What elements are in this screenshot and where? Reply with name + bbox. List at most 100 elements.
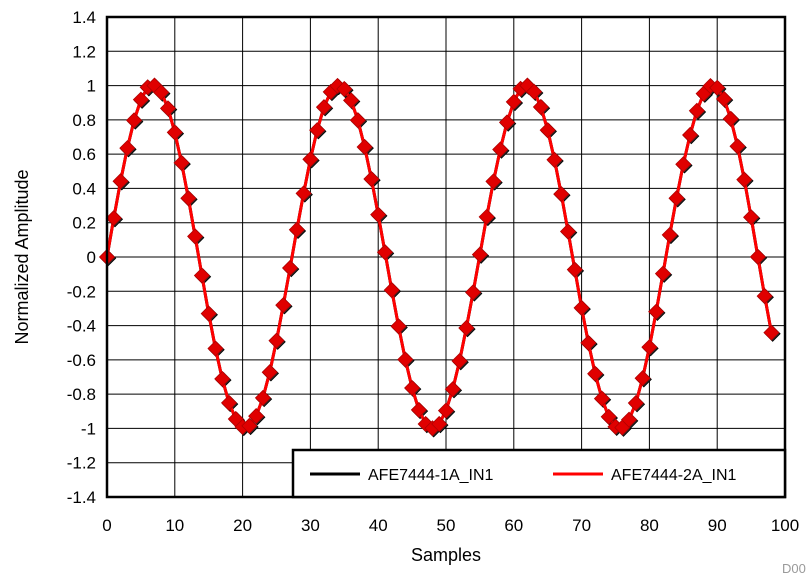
x-tick-label: 70 <box>572 516 591 535</box>
data-point <box>268 332 285 349</box>
data-point <box>498 114 516 131</box>
data-point <box>363 170 380 188</box>
x-tick-label: 60 <box>504 516 523 535</box>
data-point <box>207 340 224 357</box>
y-tick-label: -0.2 <box>67 282 96 301</box>
data-point <box>756 288 773 305</box>
y-tick-label: 0 <box>87 248 96 267</box>
data-point <box>471 246 488 263</box>
data-point <box>715 90 733 108</box>
data-point <box>668 190 685 207</box>
data-point <box>573 299 590 316</box>
data-point <box>153 84 170 101</box>
y-tick-label: -1 <box>81 419 96 438</box>
data-point <box>431 415 448 433</box>
data-point <box>620 411 638 428</box>
data-point <box>553 186 570 203</box>
data-point <box>288 221 305 238</box>
data-point <box>159 100 177 117</box>
x-tick-label: 20 <box>233 516 252 535</box>
x-tick-label: 80 <box>640 516 659 535</box>
data-point <box>383 282 400 299</box>
data-point <box>410 401 427 418</box>
data-point <box>248 408 265 425</box>
data-point <box>105 210 122 227</box>
data-point <box>254 389 272 406</box>
data-point <box>349 112 366 129</box>
data-point <box>688 102 705 119</box>
data-point <box>763 324 780 341</box>
data-point <box>458 319 475 337</box>
x-tick-label: 0 <box>102 516 111 535</box>
x-tick-label: 50 <box>437 516 456 535</box>
data-point <box>112 173 129 190</box>
data-point <box>397 351 414 368</box>
data-point <box>546 151 563 168</box>
series-layer <box>98 77 781 438</box>
data-point <box>180 190 197 207</box>
y-tick-label: -1.2 <box>67 454 96 473</box>
y-tick-label: 1.2 <box>72 42 96 61</box>
data-point <box>437 402 455 419</box>
y-tick-label: -0.4 <box>67 317 96 336</box>
y-axis-label: Normalized Amplitude <box>12 169 32 344</box>
data-point <box>220 394 238 411</box>
data-point <box>729 138 746 155</box>
data-point <box>532 98 549 116</box>
x-tick-label: 30 <box>301 516 320 535</box>
data-point <box>132 91 149 108</box>
y-tick-label: 0.4 <box>72 179 96 198</box>
data-point <box>173 154 190 171</box>
data-point <box>492 141 509 158</box>
watermark: D00 <box>782 561 806 576</box>
y-tick-label: 0.8 <box>72 111 96 130</box>
data-point <box>593 390 611 407</box>
data-point <box>376 244 394 261</box>
x-tick-label: 100 <box>771 516 799 535</box>
x-axis-label: Samples <box>411 545 481 565</box>
legend: AFE7444-1A_IN1 AFE7444-2A_IN1 <box>291 448 787 499</box>
data-point <box>478 208 495 225</box>
data-point <box>539 122 556 139</box>
y-tick-label: 1.4 <box>72 8 96 27</box>
data-point <box>295 185 312 202</box>
data-point <box>275 297 292 314</box>
x-tick-label: 40 <box>369 516 388 535</box>
data-point <box>559 223 577 240</box>
legend-label-2: AFE7444-2A_IN1 <box>611 467 737 484</box>
data-point <box>505 93 522 110</box>
data-point <box>634 370 651 387</box>
y-tick-labels: 1.4 1.2 1 0.8 0.6 0.4 0.2 0 -0.2 -0.4 -0.6 -0.8 -1 -1… <box>67 8 96 507</box>
data-point <box>119 140 136 157</box>
data-point <box>566 261 583 278</box>
series-1 <box>100 78 781 438</box>
data-point <box>302 151 319 168</box>
data-point <box>526 83 543 100</box>
data-point <box>743 209 760 226</box>
x-tick-label: 10 <box>165 516 184 535</box>
y-tick-label: 0.2 <box>72 214 96 233</box>
data-point <box>343 92 360 109</box>
x-tick-labels: 0 10 20 30 40 50 60 70 80 90 100 <box>102 516 799 535</box>
data-point <box>736 171 753 188</box>
data-point <box>648 303 665 320</box>
data-point <box>336 80 353 98</box>
y-tick-label: 0.6 <box>72 145 96 164</box>
y-tick-label: 1 <box>87 77 96 96</box>
y-tick-label: -1.4 <box>67 488 96 507</box>
data-point <box>654 265 672 282</box>
data-point <box>641 339 658 356</box>
data-point <box>465 284 482 301</box>
data-point <box>370 206 387 223</box>
data-point <box>356 138 373 156</box>
series-2 <box>98 77 780 437</box>
y-tick-label: -0.8 <box>67 385 96 404</box>
data-point <box>187 228 204 245</box>
data-point <box>166 124 183 141</box>
data-point <box>193 267 210 284</box>
data-point <box>682 126 699 144</box>
data-point <box>126 112 143 129</box>
data-point <box>600 408 617 425</box>
data-point <box>749 248 766 265</box>
